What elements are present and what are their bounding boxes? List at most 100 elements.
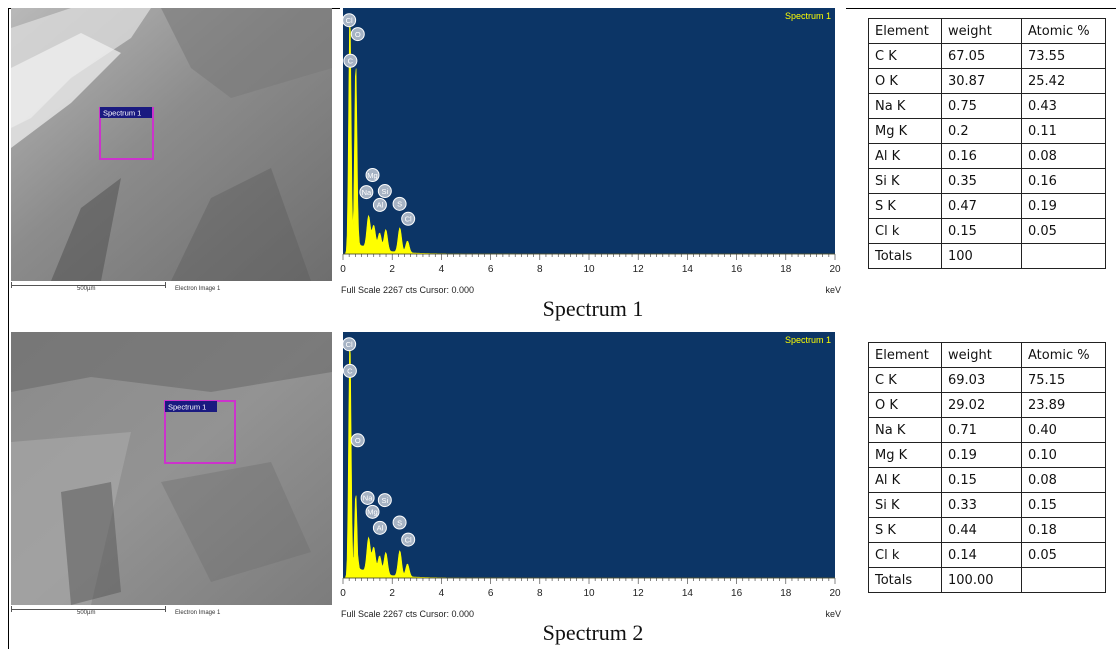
- table-row: Mg K 0.19 0.10: [868, 442, 1106, 468]
- table-cell: 30.87: [941, 68, 1022, 94]
- sem-scale-bar: 500µm Electron Image 1: [11, 281, 332, 297]
- peak-label: Al: [372, 197, 387, 212]
- table-cell: 0.19: [941, 442, 1022, 468]
- table-cell: C K: [868, 367, 942, 393]
- region-label-bg: [100, 107, 152, 118]
- table-cell: 25.42: [1021, 68, 1106, 94]
- table-row: Si K 0.33 0.15: [868, 492, 1106, 518]
- x-tick-label: 0: [340, 588, 346, 599]
- table-cell: 75.15: [1021, 367, 1106, 393]
- peak-label: Cl: [401, 532, 416, 547]
- table-header-cell: Atomic %: [1021, 342, 1106, 368]
- spectrum-footer: Full Scale 2267 cts Cursor: 0.000: [341, 285, 474, 295]
- table-cell: 0.2: [941, 118, 1022, 144]
- table-cell: 0.10: [1021, 442, 1106, 468]
- table-cell: Totals: [868, 243, 942, 269]
- x-tick-label: 2: [389, 588, 395, 599]
- table-row: Cl k 0.15 0.05: [868, 218, 1106, 244]
- table-cell: 0.75: [941, 93, 1022, 119]
- table-row: C K 69.03 75.15: [868, 367, 1106, 393]
- image-label: Electron Image 1: [175, 286, 221, 292]
- peak-label-marker: [365, 168, 380, 183]
- peak-label: C: [342, 363, 357, 378]
- table-cell: 0.11: [1021, 118, 1106, 144]
- peak-label-text: Al: [377, 201, 384, 210]
- table-row: Si K 0.35 0.16: [868, 168, 1106, 194]
- table-cell: [1021, 567, 1106, 593]
- x-tick-label: 10: [583, 264, 595, 275]
- table-cell: 0.71: [941, 417, 1022, 443]
- peak-label-text: Na: [362, 188, 372, 197]
- eds-spectrum-chart: Cl O C Mg Na Si Al S Cl Spectrum 1 0 2 4 6 8 10 12 14 16 18…: [340, 8, 846, 296]
- table-row: Mg K 0.2 0.11: [868, 118, 1106, 144]
- table-header-cell: weight: [941, 342, 1022, 368]
- peak-label: Na: [359, 185, 374, 200]
- peak-label-marker: [392, 196, 407, 211]
- table-cell: S K: [868, 517, 942, 543]
- x-tick-label: 20: [829, 588, 841, 599]
- table-cell: 69.03: [941, 367, 1022, 393]
- peak-label: Si: [377, 184, 392, 199]
- peak-label-marker: [401, 211, 416, 226]
- peak-label: Cl: [401, 211, 416, 226]
- x-tick-label: 6: [488, 264, 494, 275]
- peak-label-text: Al: [377, 524, 384, 533]
- peak-label-marker: [360, 490, 375, 505]
- peak-label-marker: [342, 13, 357, 28]
- x-tick-label: 8: [537, 264, 543, 275]
- table-cell: 0.15: [941, 218, 1022, 244]
- peak-label: Na: [360, 490, 375, 505]
- table-row: S K 0.44 0.18: [868, 517, 1106, 543]
- table-cell: 0.33: [941, 492, 1022, 518]
- peak-label-marker: [342, 363, 357, 378]
- peak-label-marker: [359, 185, 374, 200]
- peak-label: C: [343, 53, 358, 68]
- x-tick-label: 4: [439, 264, 445, 275]
- peak-label-marker: [350, 27, 365, 42]
- table-cell: Si K: [868, 168, 942, 194]
- region-label-bg: [165, 401, 217, 412]
- table-cell: 0.08: [1021, 143, 1106, 169]
- x-tick-label: 18: [780, 588, 792, 599]
- table-row: Cl k 0.14 0.05: [868, 542, 1106, 568]
- table-cell: Si K: [868, 492, 942, 518]
- spectrum-header: Spectrum 1: [785, 335, 831, 345]
- peak-label-text: S: [397, 200, 402, 209]
- peak-label-text: O: [355, 436, 361, 445]
- scale-label: 500µm: [77, 286, 96, 292]
- peak-label: O: [350, 27, 365, 42]
- peak-label-marker: [372, 520, 387, 535]
- table-cell: O K: [868, 68, 942, 94]
- peak-label-text: Mg: [367, 508, 377, 517]
- table-cell: 0.44: [941, 517, 1022, 543]
- table-cell: Al K: [868, 143, 942, 169]
- peak-label-text: Cl: [405, 535, 412, 544]
- composition-table: Element weight Atomic % C K 67.05 73.55 O K 30.…: [868, 18, 1106, 269]
- table-cell: 0.18: [1021, 517, 1106, 543]
- x-axis-unit: keV: [825, 609, 841, 619]
- table-cell: 100: [941, 243, 1022, 269]
- table-row: C K 67.05 73.55: [868, 43, 1106, 69]
- table-row: O K 29.02 23.89: [868, 392, 1106, 418]
- peak-label-text: C: [347, 367, 353, 376]
- peak-label-text: Mg: [367, 171, 377, 180]
- table-cell: Cl k: [868, 218, 942, 244]
- peak-label: Cl: [342, 337, 357, 352]
- table-header-cell: Element: [868, 18, 942, 44]
- region-label: Spectrum 1: [103, 109, 141, 118]
- eds-spectrum-chart: Cl C O Na Si Mg Al S Cl Spectrum 1 0 2 4 6 8 10 12 14 16 18…: [340, 332, 846, 620]
- table-cell: 0.16: [1021, 168, 1106, 194]
- table-cell: 73.55: [1021, 43, 1106, 69]
- table-header-cell: Atomic %: [1021, 18, 1106, 44]
- table-cell: S K: [868, 193, 942, 219]
- peak-label: Mg: [365, 168, 380, 183]
- table-cell: C K: [868, 43, 942, 69]
- sem-scale-bar: 500µm Electron Image 1: [11, 605, 332, 621]
- x-tick-label: 14: [682, 264, 694, 275]
- composition-table: Element weight Atomic % C K 69.03 75.15 O K 29.…: [868, 342, 1106, 593]
- x-tick-label: 16: [731, 264, 743, 275]
- table-cell: [1021, 243, 1106, 269]
- table-cell: 0.47: [941, 193, 1022, 219]
- table-row: Al K 0.15 0.08: [868, 467, 1106, 493]
- table-cell: 0.35: [941, 168, 1022, 194]
